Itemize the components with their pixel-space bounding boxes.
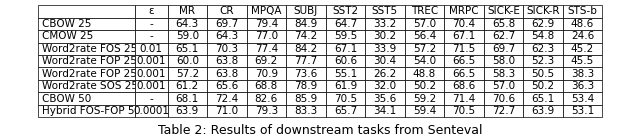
Text: Table 2: Results of downstream tasks from Senteval: Table 2: Results of downstream tasks fro…	[157, 124, 483, 137]
